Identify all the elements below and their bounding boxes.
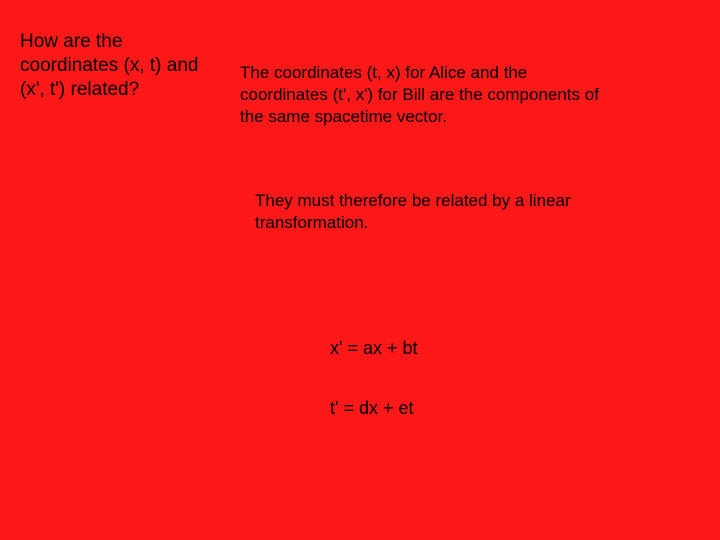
paragraph-linear-transformation: They must therefore be related by a line… bbox=[255, 190, 605, 234]
equation-x-prime: x' = ax + bt bbox=[330, 338, 418, 359]
paragraph-alice-bill: The coordinates (t, x) for Alice and the… bbox=[240, 62, 610, 128]
equation-t-prime: t' = dx + et bbox=[330, 398, 414, 419]
question-text: How are the coordinates (x, t) and (x', … bbox=[20, 30, 200, 101]
